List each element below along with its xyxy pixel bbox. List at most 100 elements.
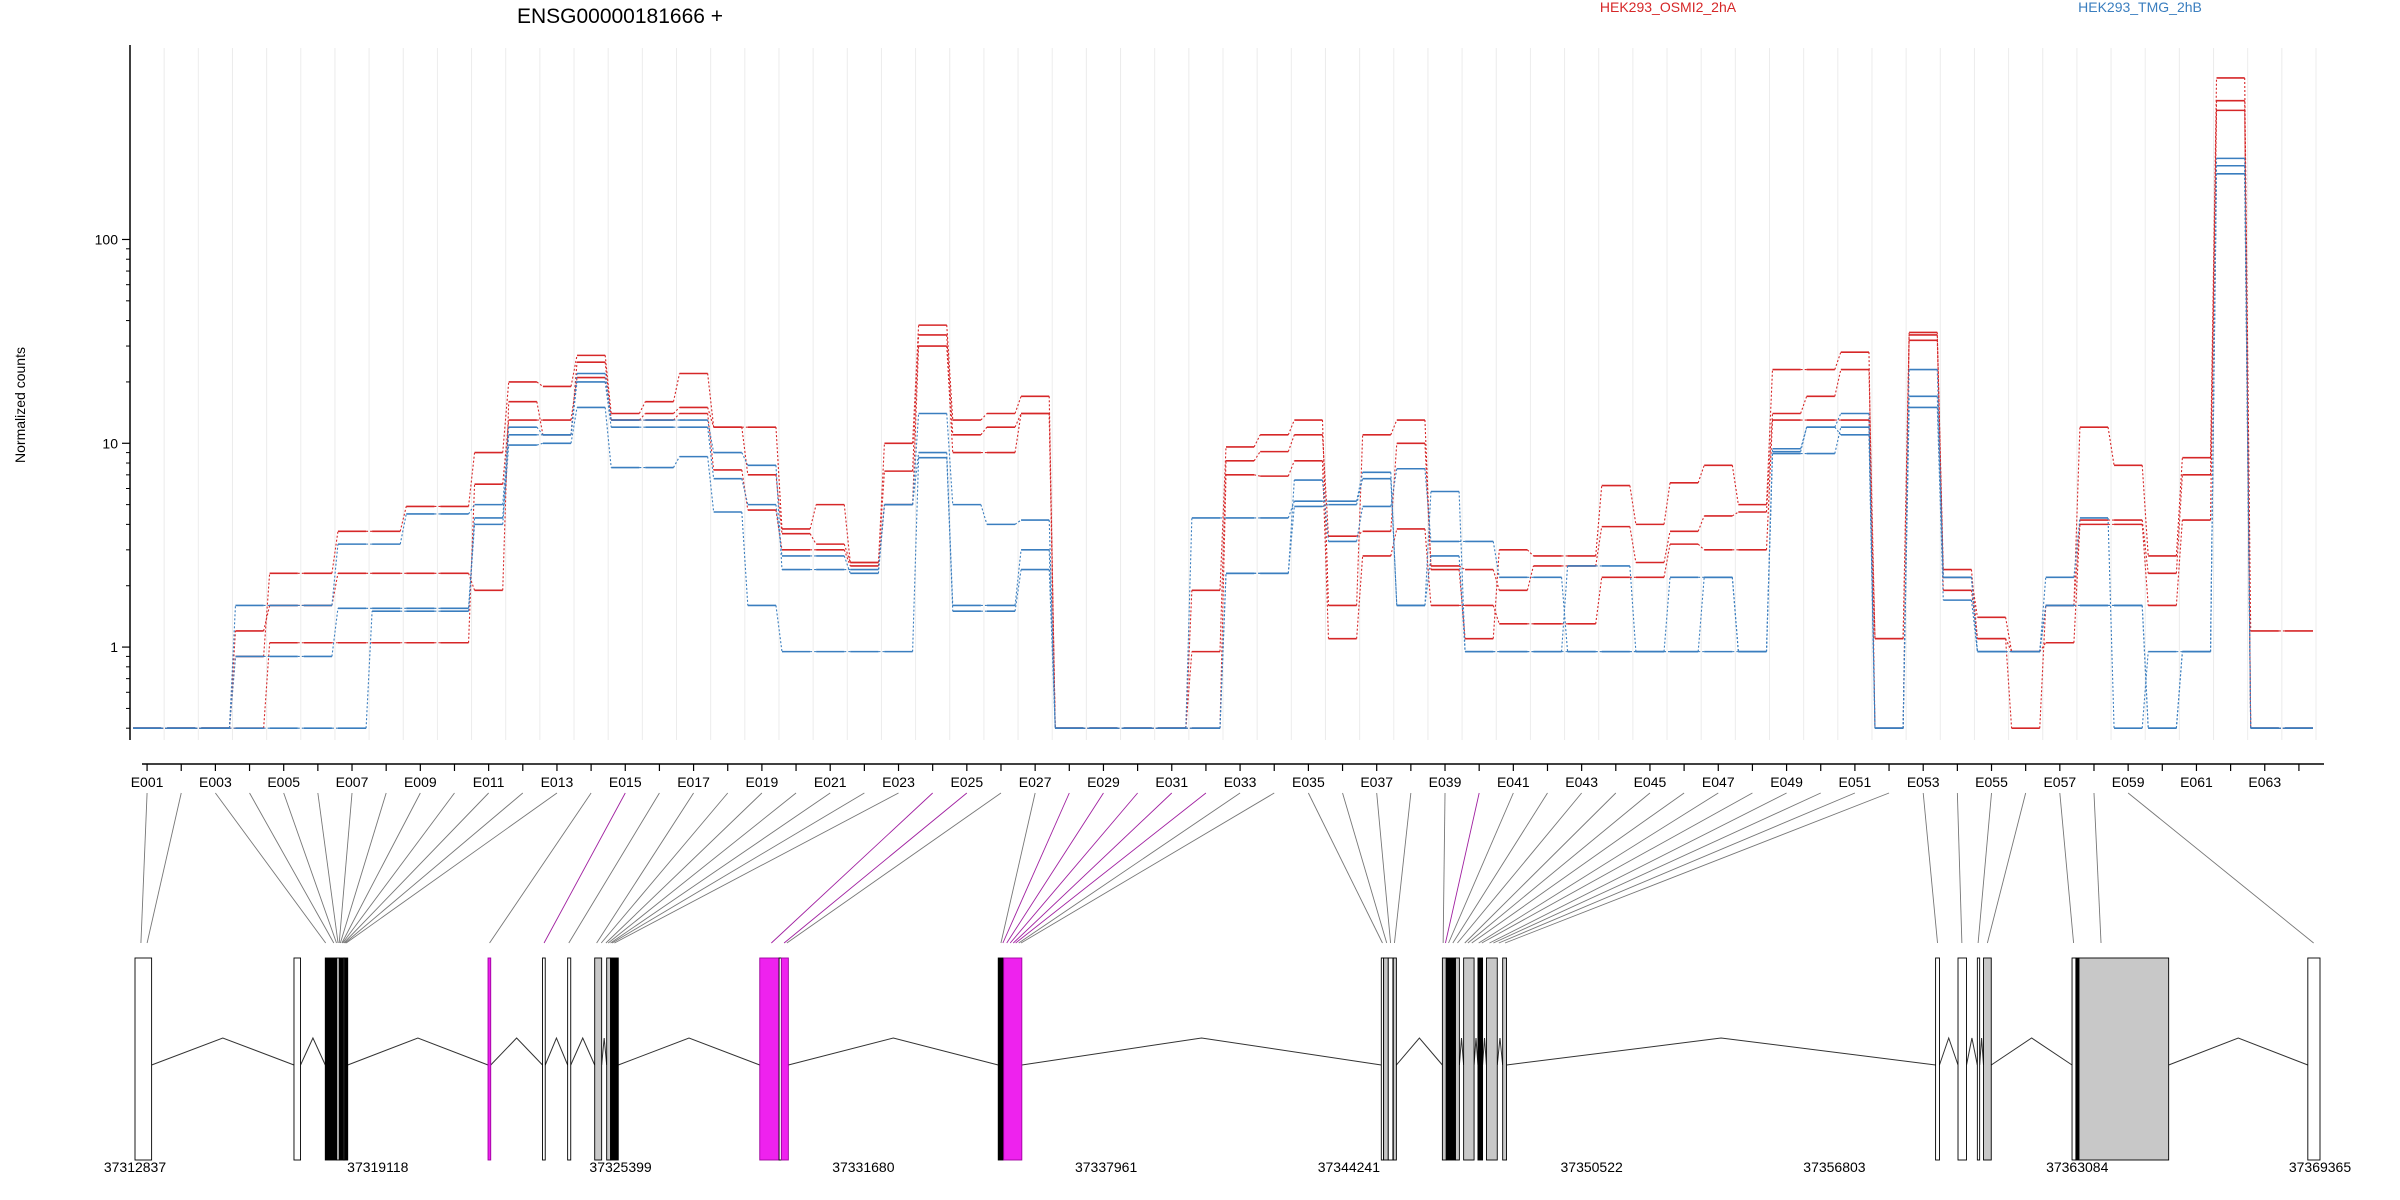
step-connector (2073, 517, 2081, 578)
exon-block (610, 957, 619, 1161)
step-connector (263, 573, 271, 657)
step-connector (1014, 549, 1022, 606)
step-connector (1253, 451, 1261, 462)
y-tick-label: 1 (110, 639, 118, 655)
exon-connector (605, 792, 763, 944)
step-connector (843, 549, 851, 567)
step-connector (331, 608, 339, 657)
step-connector (1492, 569, 1500, 591)
exon-block (338, 957, 344, 1161)
exon-connector (1009, 792, 1138, 944)
exon-connector (1922, 792, 1938, 944)
exon-block (2307, 957, 2321, 1161)
step-connector (263, 605, 271, 632)
step-connector (1732, 511, 1739, 517)
step-connector (1834, 351, 1842, 370)
y-tick-label: 10 (102, 435, 118, 451)
step-connector (707, 456, 715, 513)
step-connector (536, 401, 544, 435)
step-connector (1834, 369, 1842, 397)
step-connector (877, 504, 885, 574)
exon-block (1935, 957, 1940, 1161)
exon-connectors (140, 792, 2314, 944)
exon-connector (568, 792, 660, 944)
step-connector (1800, 427, 1808, 452)
exon-connector (341, 792, 421, 944)
step-connector (1800, 396, 1808, 414)
exon-connector (1442, 792, 1446, 944)
step-connector (775, 504, 783, 557)
step-connector (2039, 642, 2047, 652)
step-connector (2175, 457, 2183, 556)
step-connector (2039, 605, 2047, 729)
intron-line (1990, 1037, 2073, 1066)
step-connector (1287, 434, 1295, 452)
exon-connector (1445, 792, 1480, 944)
step-connector (1390, 528, 1398, 557)
exon-connector (771, 792, 933, 944)
step-connector (946, 413, 954, 505)
step-connector (399, 513, 407, 545)
exon-connector (146, 792, 182, 944)
intron-line (300, 1036, 326, 1066)
step-connector (1424, 555, 1432, 606)
step-connector (1287, 460, 1295, 477)
exon-connector (1464, 792, 1617, 944)
step-connector (1424, 491, 1432, 606)
genomic-coordinate-label: 37344241 (1318, 1159, 1381, 1175)
step-connector (502, 445, 510, 525)
step-connector (1014, 396, 1022, 414)
exon-block (997, 957, 1005, 1161)
step-connector (775, 465, 783, 570)
intron-line (1496, 1037, 1504, 1066)
intron-line (1938, 1036, 1959, 1066)
step-connector (1731, 577, 1739, 652)
step-connector (468, 452, 476, 507)
exon-tick-label: E025 (950, 774, 983, 790)
step-connector (536, 426, 544, 436)
step-connector (1765, 420, 1774, 550)
step-connector (1697, 577, 1705, 652)
exon-block (1445, 957, 1456, 1161)
exon-connector (1020, 792, 1275, 944)
step-connector (946, 457, 954, 612)
exon-block (1387, 957, 1394, 1161)
step-connector (2005, 638, 2013, 729)
step-connector (1970, 577, 1978, 652)
step-connector (1014, 569, 1022, 612)
step-connector (1834, 427, 1842, 454)
exon-tick-label: E029 (1087, 774, 1120, 790)
step-connector (1287, 500, 1295, 519)
step-connector (2175, 474, 2183, 574)
step-connector (1527, 549, 1534, 557)
exon-block (594, 957, 603, 1161)
step-connector (468, 524, 476, 612)
exon-connector (1481, 792, 1753, 944)
exon-tick-label: E023 (882, 774, 915, 790)
exon-connector (2127, 792, 2314, 944)
step-connector (1321, 434, 1330, 537)
step-connector (1254, 474, 1261, 477)
step-connector (912, 413, 920, 505)
exon-block (542, 957, 546, 1161)
step-connector (2209, 110, 2218, 521)
exon-block (1983, 957, 1992, 1161)
step-connector (1561, 577, 1569, 652)
exon-connector (342, 792, 455, 944)
exon-tick-label: E007 (336, 774, 369, 790)
step-connector (1765, 413, 1774, 513)
exon-block (759, 957, 780, 1161)
exon-connector (1452, 792, 1548, 944)
exon-tick-label: E011 (473, 774, 505, 790)
step-connector (1424, 528, 1432, 606)
intron-line (788, 1037, 999, 1066)
step-connector (1765, 453, 1774, 652)
step-connector (707, 427, 715, 479)
step-connector (980, 504, 988, 525)
step-connector (1902, 332, 1910, 639)
step-connector (1697, 543, 1705, 551)
exon-connector (1977, 792, 1992, 944)
exon-block (2071, 957, 2077, 1161)
exon-connector (543, 792, 626, 944)
